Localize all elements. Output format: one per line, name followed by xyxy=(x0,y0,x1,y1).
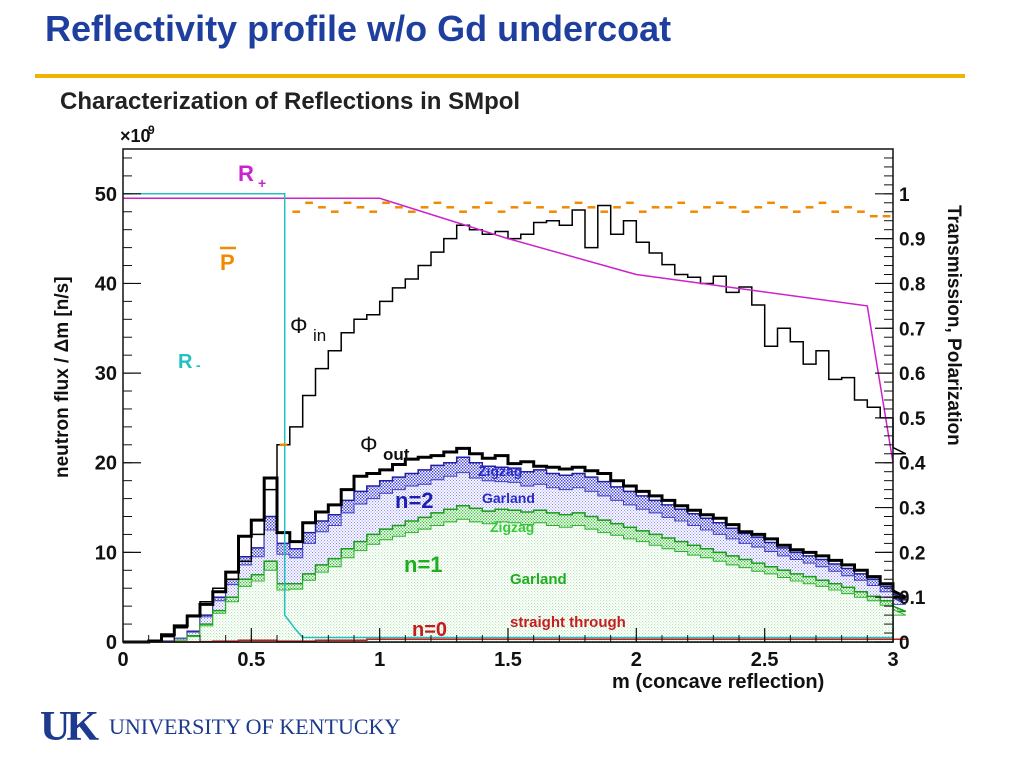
y2-tick-label: 0.5 xyxy=(899,409,926,430)
annotation-r-minus: R - xyxy=(178,351,201,373)
phi-out-symbol: Φ xyxy=(360,432,378,457)
y-axis-label: neutron flux / Δm [n/s] xyxy=(52,276,73,478)
slide-title: Reflectivity profile w/o Gd undercoat xyxy=(45,8,672,49)
r-minus-line xyxy=(123,193,893,639)
y2-tick-label: 1 xyxy=(899,185,910,206)
y2-tick-label: 0.3 xyxy=(899,499,925,520)
phi-in-symbol: Φ xyxy=(290,313,308,338)
phi-in-histogram xyxy=(123,204,907,643)
y-tick-label: 0 xyxy=(106,632,117,654)
x-tick-label: 1.5 xyxy=(494,649,522,671)
y2-tick-label: 0.8 xyxy=(899,274,925,295)
phi-out-sub: out xyxy=(383,445,410,464)
y2-tick-label: 0.1 xyxy=(899,588,926,609)
y-tick-label: 30 xyxy=(95,363,117,385)
annotation-p-bar: P xyxy=(220,246,236,275)
x-tick-label: 0.5 xyxy=(237,649,265,671)
zigzag-n2-label: Zigzag xyxy=(478,463,522,479)
y2-tick-label: 0.7 xyxy=(899,319,925,340)
straight-through-label: straight through xyxy=(510,614,626,631)
university-logo: UK UNIVERSITY OF KENTUCKY xyxy=(40,704,400,750)
n0-label: n=0 xyxy=(412,619,447,641)
phi-in-sub: in xyxy=(313,326,326,345)
university-name: UNIVERSITY OF KENTUCKY xyxy=(109,714,401,739)
x-tick-label: 3 xyxy=(887,649,898,671)
annotation-phi-out: Φ out xyxy=(360,432,410,464)
uk-logo-mark: UK xyxy=(40,704,99,750)
y2-tick-label: 0.6 xyxy=(899,364,925,385)
r-plus-sub: + xyxy=(258,175,266,191)
r-minus-sub: - xyxy=(196,357,201,373)
y-exponent-power: 9 xyxy=(148,123,155,137)
axis-frame: 0 0.5 1 1.5 2 2.5 30102030405000.10.20.30.40.5… xyxy=(95,148,926,671)
garland-n1-label: Garland xyxy=(510,571,567,588)
x-tick-label: 2 xyxy=(631,649,642,671)
annotation-phi-in: Φ in xyxy=(290,313,326,345)
reflectivity-chart: 0 0.5 1 1.5 2 2.5 30102030405000.10.20.30.40.5… xyxy=(52,123,964,693)
y2-tick-label: 0.9 xyxy=(899,230,925,251)
y-exponent: ×10 xyxy=(120,126,151,146)
chart-title: Characterization of Reflections in SMpol xyxy=(60,88,521,115)
garland-n2-label: Garland xyxy=(482,490,535,506)
y2-tick-label: 0 xyxy=(899,633,910,654)
zigzag-n1-label: Zigzag xyxy=(490,519,534,535)
annotation-r-plus: R + xyxy=(238,161,266,191)
y2-tick-label: 0.4 xyxy=(899,454,926,475)
r-plus-label: R xyxy=(238,161,254,186)
n2-label: n=2 xyxy=(395,488,434,513)
y-tick-label: 20 xyxy=(95,453,117,475)
y-tick-label: 10 xyxy=(95,542,117,564)
x-tick-label: 0 xyxy=(117,649,128,671)
r-plus-line xyxy=(123,197,894,463)
x-tick-label: 1 xyxy=(374,649,385,671)
x-axis-label: m (concave reflection) xyxy=(612,671,824,693)
p-bar-label: P xyxy=(220,250,235,275)
y2-axis-label: Transmission, Polarization xyxy=(943,205,964,446)
y2-tick-label: 0.2 xyxy=(899,543,925,564)
y-tick-label: 40 xyxy=(95,273,117,295)
title-divider xyxy=(35,74,965,78)
y-tick-label: 50 xyxy=(95,184,117,206)
x-tick-label: 2.5 xyxy=(751,649,779,671)
garland-n1-area xyxy=(123,518,906,643)
plot-area xyxy=(123,193,907,644)
r-minus-label: R xyxy=(178,351,193,373)
n1-label: n=1 xyxy=(404,552,443,577)
y-exponent-label: ×10 9 xyxy=(120,123,155,146)
